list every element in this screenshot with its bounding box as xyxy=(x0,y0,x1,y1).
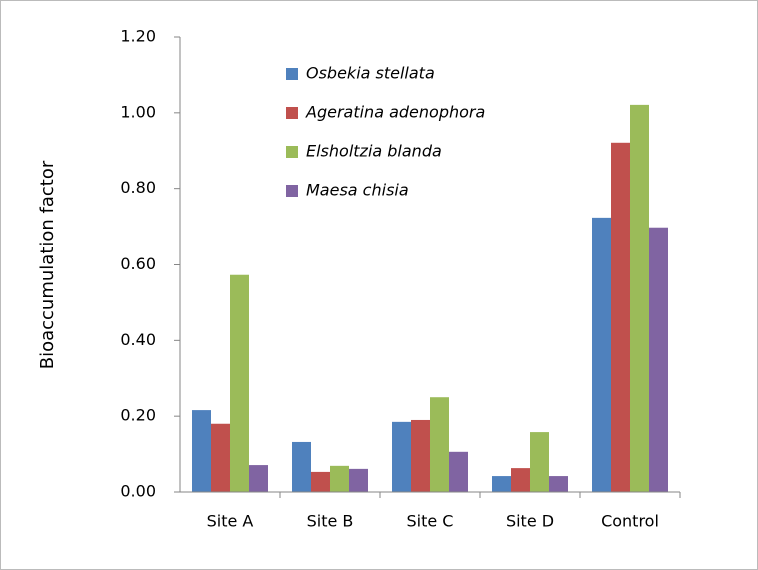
bar xyxy=(249,465,268,492)
x-tick-label: Site A xyxy=(207,512,254,531)
bar xyxy=(530,432,549,492)
y-tick-label: 1.20 xyxy=(120,27,156,46)
bar xyxy=(349,468,368,492)
bar xyxy=(330,465,349,492)
bar xyxy=(311,471,330,492)
bar xyxy=(430,397,449,492)
x-tick-label: Control xyxy=(601,512,659,531)
bar xyxy=(392,421,411,492)
bar xyxy=(592,217,611,493)
bar xyxy=(611,142,630,492)
legend-label: Osbekia stellata xyxy=(306,64,435,83)
x-tick-label: Site D xyxy=(506,512,554,531)
legend-label: Maesa chisia xyxy=(306,181,409,200)
y-tick-label: 0.60 xyxy=(120,254,156,273)
x-tick-label: Site C xyxy=(407,512,454,531)
bar xyxy=(649,227,668,493)
legend-swatch xyxy=(286,107,298,119)
x-tick-label: Site B xyxy=(307,512,354,531)
bar xyxy=(630,104,649,492)
y-tick-label: 0.40 xyxy=(120,330,156,349)
y-tick-label: 0.00 xyxy=(120,482,156,501)
bar xyxy=(492,476,511,492)
y-tick-label: 0.80 xyxy=(120,178,156,197)
bar xyxy=(449,451,468,492)
bar xyxy=(511,468,530,492)
legend-swatch xyxy=(286,185,298,197)
bar xyxy=(411,419,430,492)
legend-label: Elsholtzia blanda xyxy=(306,142,442,161)
y-tick-label: 1.00 xyxy=(120,102,156,121)
bar xyxy=(292,441,311,492)
bar xyxy=(549,476,568,492)
bar xyxy=(230,274,249,492)
bar xyxy=(211,423,230,492)
legend-label: Ageratina adenophora xyxy=(305,103,485,122)
legend-swatch xyxy=(286,68,298,80)
y-axis-label: Bioaccumulation factor xyxy=(37,160,58,369)
y-tick-label: 0.20 xyxy=(120,406,156,425)
legend-swatch xyxy=(286,146,298,158)
bar xyxy=(192,410,211,492)
